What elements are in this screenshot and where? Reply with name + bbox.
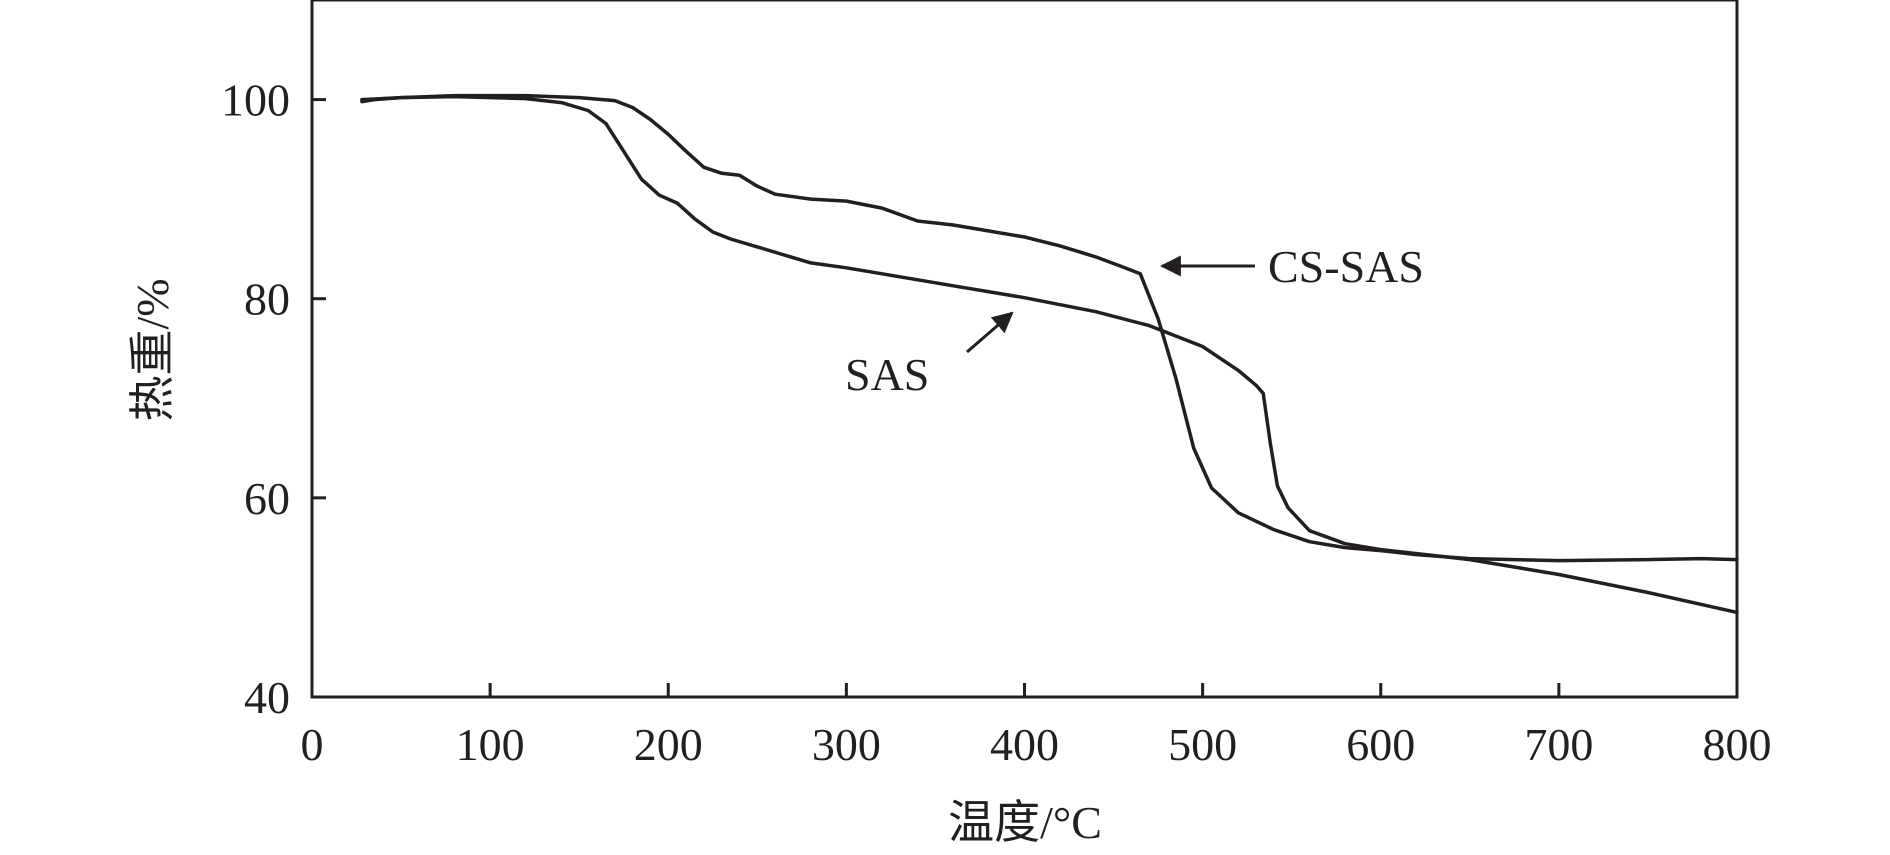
x-tick-label: 0 bbox=[301, 719, 324, 770]
x-axis-ticks: 0 100 200 300 400 500 600 700 800 bbox=[301, 683, 1772, 770]
sas-annotation-label: SAS bbox=[845, 349, 929, 400]
x-tick-label: 700 bbox=[1524, 719, 1593, 770]
series-line-cs-sas bbox=[360, 93, 1739, 563]
y-tick-label: 40 bbox=[244, 672, 290, 723]
x-axis-title: 温度/°C bbox=[948, 797, 1102, 848]
y-tick-label: 100 bbox=[221, 75, 290, 126]
y-tick-label: 80 bbox=[244, 274, 290, 325]
x-tick-label: 400 bbox=[990, 719, 1059, 770]
annotation-sas: SAS bbox=[845, 311, 1014, 400]
x-tick-label: 200 bbox=[634, 719, 703, 770]
x-tick-label: 600 bbox=[1346, 719, 1415, 770]
x-tick-label: 100 bbox=[456, 719, 525, 770]
y-axis-title: 热重/% bbox=[127, 278, 178, 421]
sas-arrow bbox=[966, 311, 1014, 354]
series-line-sas bbox=[360, 94, 1739, 615]
y-tick-label: 60 bbox=[244, 473, 290, 524]
series-layer bbox=[360, 93, 1739, 615]
y-axis-ticks: 40 60 80 100 bbox=[221, 75, 326, 723]
x-tick-label: 300 bbox=[812, 719, 881, 770]
annotation-cs-sas: CS-SAS bbox=[1159, 241, 1424, 292]
plot-frame bbox=[310, 0, 1739, 699]
x-tick-label: 800 bbox=[1703, 719, 1772, 770]
x-tick-label: 500 bbox=[1168, 719, 1237, 770]
cs-sas-annotation-label: CS-SAS bbox=[1268, 241, 1424, 292]
